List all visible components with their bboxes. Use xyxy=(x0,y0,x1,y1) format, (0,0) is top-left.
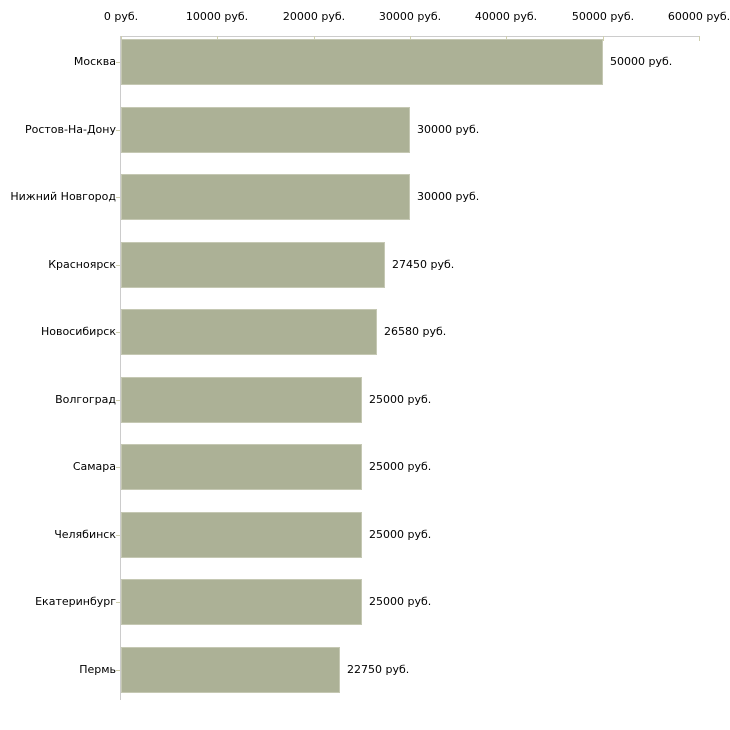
x-axis-tick xyxy=(410,36,411,41)
x-axis-tick xyxy=(217,36,218,41)
x-axis-tick-label: 60000 руб. xyxy=(667,10,730,23)
category-label: Новосибирск xyxy=(40,325,116,338)
bar-2 xyxy=(121,107,410,153)
y-axis-tick xyxy=(116,265,120,266)
bar-4 xyxy=(121,242,385,288)
x-axis-tick-label: 40000 руб. xyxy=(474,10,538,23)
x-axis-tick-label: 10000 руб. xyxy=(185,10,249,23)
bar-1 xyxy=(121,39,603,85)
value-label: 50000 руб. xyxy=(610,55,673,68)
category-label: Екатеринбург xyxy=(35,595,116,608)
y-axis-tick xyxy=(116,332,120,333)
bar-10 xyxy=(121,647,340,693)
bar-3 xyxy=(121,174,410,220)
x-axis-tick-label: 20000 руб. xyxy=(282,10,346,23)
value-label: 30000 руб. xyxy=(417,190,480,203)
category-label: Пермь xyxy=(79,663,116,676)
y-axis-tick xyxy=(116,400,120,401)
x-axis-tick-label: 30000 руб. xyxy=(378,10,442,23)
value-label: 25000 руб. xyxy=(369,528,432,541)
x-axis-tick xyxy=(506,36,507,41)
bar-7 xyxy=(121,444,362,490)
x-axis-tick xyxy=(699,36,700,41)
category-label: Челябинск xyxy=(54,528,116,541)
category-label: Волгоград xyxy=(55,393,116,406)
bar-8 xyxy=(121,512,362,558)
x-axis-tick xyxy=(314,36,315,41)
y-axis-tick xyxy=(116,197,120,198)
value-label: 25000 руб. xyxy=(369,595,432,608)
y-axis-tick xyxy=(116,130,120,131)
category-label: Самара xyxy=(72,460,116,473)
bar-9 xyxy=(121,579,362,625)
y-axis-tick xyxy=(116,62,120,63)
value-label: 26580 руб. xyxy=(384,325,447,338)
category-label: Нижний Новгород xyxy=(10,190,116,203)
x-axis-tick-label: 0 руб. xyxy=(103,10,139,23)
category-label: Москва xyxy=(73,55,116,68)
y-axis-tick xyxy=(116,535,120,536)
x-axis-tick-label: 50000 руб. xyxy=(571,10,635,23)
value-label: 22750 руб. xyxy=(347,663,410,676)
y-axis-tick xyxy=(116,602,120,603)
category-label: Ростов-На-Дону xyxy=(24,123,116,136)
bar-6 xyxy=(121,377,362,423)
y-axis-line xyxy=(120,36,121,700)
category-label: Красноярск xyxy=(48,258,116,271)
x-axis-tick xyxy=(603,36,604,41)
value-label: 25000 руб. xyxy=(369,460,432,473)
value-label: 30000 руб. xyxy=(417,123,480,136)
y-axis-tick xyxy=(116,670,120,671)
y-axis-tick xyxy=(116,467,120,468)
value-label: 27450 руб. xyxy=(392,258,455,271)
bar-5 xyxy=(121,309,377,355)
value-label: 25000 руб. xyxy=(369,393,432,406)
x-axis-tick xyxy=(121,36,122,41)
